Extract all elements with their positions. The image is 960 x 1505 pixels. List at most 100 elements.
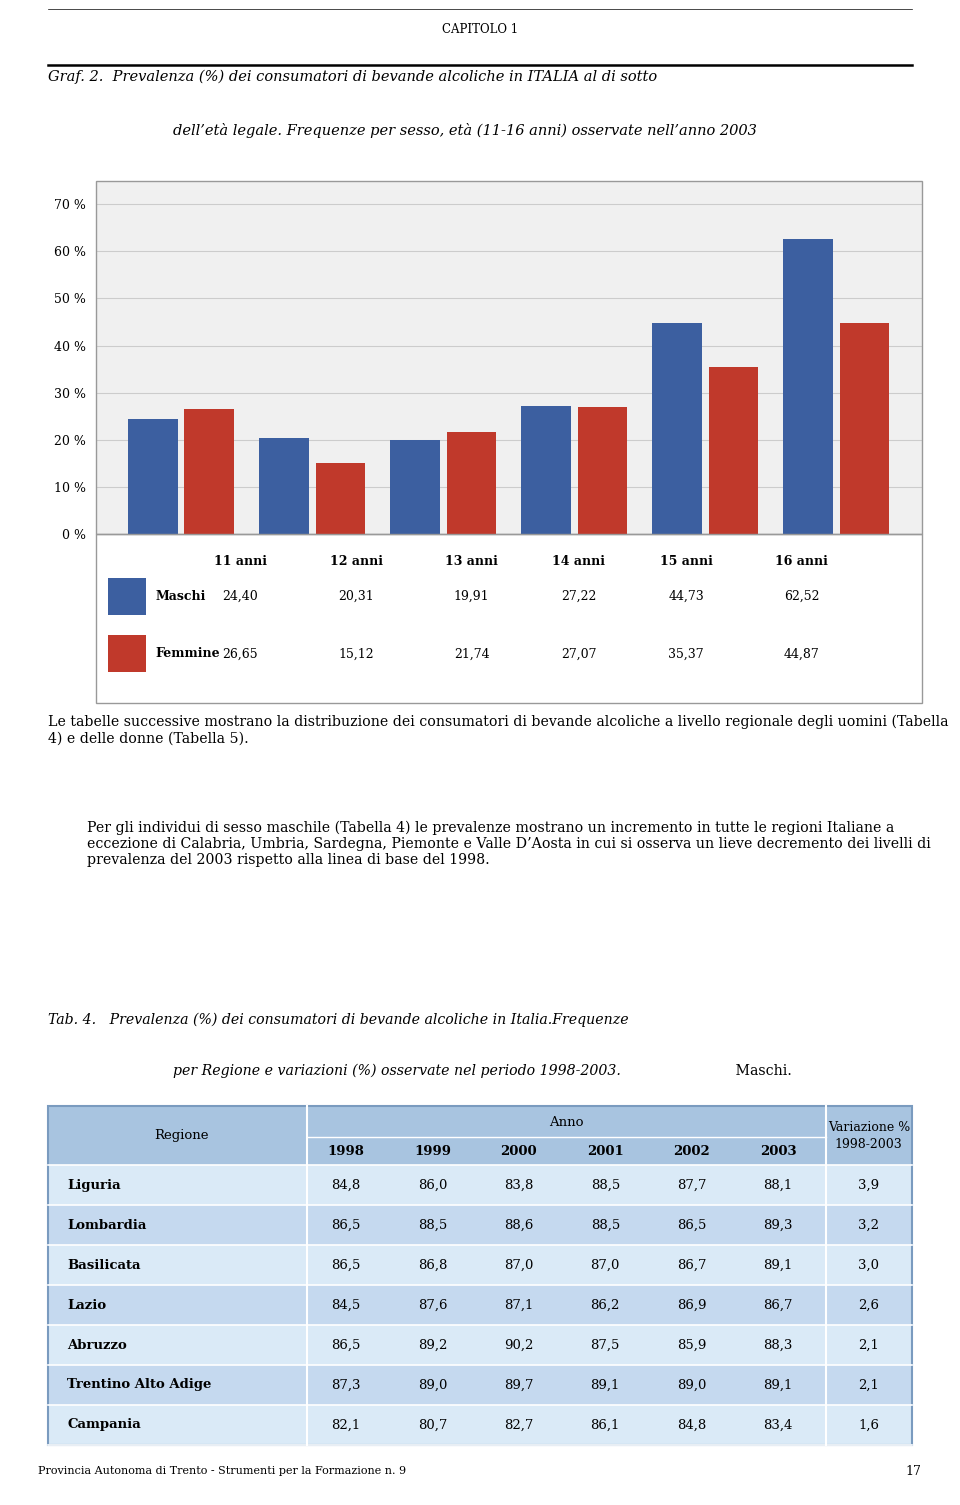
Text: Abruzzo: Abruzzo bbox=[67, 1338, 127, 1351]
Bar bbox=[48, 1206, 912, 1245]
Text: 90,2: 90,2 bbox=[504, 1338, 534, 1351]
Bar bbox=[259, 438, 309, 534]
Text: 86,0: 86,0 bbox=[418, 1178, 447, 1192]
Text: 11 anni: 11 anni bbox=[214, 554, 267, 567]
Text: Maschi: Maschi bbox=[156, 590, 205, 604]
Text: 83,8: 83,8 bbox=[504, 1178, 534, 1192]
Text: 15 anni: 15 anni bbox=[660, 554, 712, 567]
Bar bbox=[316, 464, 366, 534]
Text: Campania: Campania bbox=[67, 1418, 141, 1431]
Text: 89,3: 89,3 bbox=[763, 1219, 793, 1231]
Text: 19,91: 19,91 bbox=[454, 590, 490, 604]
Text: 1998: 1998 bbox=[327, 1145, 365, 1157]
Text: 84,8: 84,8 bbox=[331, 1178, 361, 1192]
Text: 3,9: 3,9 bbox=[858, 1178, 879, 1192]
Text: dell’età legale. Frequenze per sesso, età (11-16 anni) osservate nell’anno 2003: dell’età legale. Frequenze per sesso, et… bbox=[173, 122, 757, 137]
Text: 21,74: 21,74 bbox=[454, 647, 490, 661]
Text: 86,5: 86,5 bbox=[331, 1219, 361, 1231]
Bar bbox=[48, 1245, 912, 1285]
Text: 3,0: 3,0 bbox=[858, 1258, 879, 1272]
Text: 85,9: 85,9 bbox=[677, 1338, 707, 1351]
Text: 87,7: 87,7 bbox=[677, 1178, 707, 1192]
Text: 12 anni: 12 anni bbox=[329, 554, 383, 567]
Bar bbox=[48, 1106, 912, 1165]
Text: 86,5: 86,5 bbox=[331, 1338, 361, 1351]
Text: Lazio: Lazio bbox=[67, 1299, 107, 1312]
Text: 86,9: 86,9 bbox=[677, 1299, 707, 1312]
Bar bbox=[578, 406, 628, 534]
Bar bbox=[48, 1324, 912, 1365]
Bar bbox=[48, 1165, 912, 1206]
Text: 1999: 1999 bbox=[414, 1145, 451, 1157]
Text: Trentino Alto Adige: Trentino Alto Adige bbox=[67, 1379, 211, 1392]
Text: Liguria: Liguria bbox=[67, 1178, 121, 1192]
Text: 62,52: 62,52 bbox=[784, 590, 820, 604]
Bar bbox=[108, 635, 146, 673]
Bar bbox=[390, 441, 440, 534]
Text: per Regione e variazioni (%) osservate nel periodo 1998-2003.: per Regione e variazioni (%) osservate n… bbox=[173, 1064, 621, 1078]
Text: Basilicata: Basilicata bbox=[67, 1258, 140, 1272]
Text: 88,6: 88,6 bbox=[504, 1219, 534, 1231]
Text: 15,12: 15,12 bbox=[338, 647, 373, 661]
Text: Tab. 4.   Prevalenza (%) dei consumatori di bevande alcoliche in Italia.Frequenz: Tab. 4. Prevalenza (%) dei consumatori d… bbox=[48, 1013, 629, 1026]
Text: Graf. 2.  Prevalenza (%) dei consumatori di bevande alcoliche in ITALIA al di so: Graf. 2. Prevalenza (%) dei consumatori … bbox=[48, 69, 658, 84]
Text: 24,40: 24,40 bbox=[223, 590, 258, 604]
Text: 82,1: 82,1 bbox=[331, 1418, 361, 1431]
Text: 88,1: 88,1 bbox=[763, 1178, 793, 1192]
Bar bbox=[108, 578, 146, 616]
Bar bbox=[48, 1285, 912, 1324]
Text: 27,22: 27,22 bbox=[562, 590, 597, 604]
Text: 86,7: 86,7 bbox=[763, 1299, 793, 1312]
Text: Variazione %
1998-2003: Variazione % 1998-2003 bbox=[828, 1121, 910, 1151]
Text: 83,4: 83,4 bbox=[763, 1418, 793, 1431]
Text: 17: 17 bbox=[905, 1464, 922, 1478]
Text: 87,6: 87,6 bbox=[418, 1299, 447, 1312]
Text: Maschi.: Maschi. bbox=[731, 1064, 791, 1078]
Bar bbox=[184, 408, 234, 534]
Text: 26,65: 26,65 bbox=[223, 647, 258, 661]
Text: Per gli individui di sesso maschile (Tabella 4) le prevalenze mostrano un increm: Per gli individui di sesso maschile (Tab… bbox=[86, 820, 930, 867]
Text: 88,5: 88,5 bbox=[418, 1219, 447, 1231]
Text: 82,7: 82,7 bbox=[504, 1418, 534, 1431]
Text: Le tabelle successive mostrano la distribuzione dei consumatori di bevande alcol: Le tabelle successive mostrano la distri… bbox=[48, 715, 948, 745]
Bar bbox=[48, 1365, 912, 1404]
Text: 35,37: 35,37 bbox=[668, 647, 704, 661]
Bar bbox=[783, 239, 833, 534]
Text: 16 anni: 16 anni bbox=[776, 554, 828, 567]
Text: 2,1: 2,1 bbox=[858, 1379, 879, 1392]
Text: 86,8: 86,8 bbox=[418, 1258, 447, 1272]
Text: 2000: 2000 bbox=[500, 1145, 538, 1157]
Bar bbox=[840, 322, 890, 534]
Text: 89,1: 89,1 bbox=[763, 1379, 793, 1392]
Text: 88,5: 88,5 bbox=[590, 1219, 620, 1231]
Bar bbox=[521, 406, 571, 534]
Text: Anno: Anno bbox=[549, 1115, 584, 1129]
Text: 3,2: 3,2 bbox=[858, 1219, 879, 1231]
Text: 14 anni: 14 anni bbox=[552, 554, 606, 567]
Text: Provincia Autonoma di Trento - Strumenti per la Formazione n. 9: Provincia Autonoma di Trento - Strumenti… bbox=[38, 1466, 406, 1476]
Text: 1,6: 1,6 bbox=[858, 1418, 879, 1431]
Text: 2,1: 2,1 bbox=[858, 1338, 879, 1351]
Text: 86,2: 86,2 bbox=[590, 1299, 620, 1312]
Text: 86,1: 86,1 bbox=[590, 1418, 620, 1431]
Text: 87,0: 87,0 bbox=[504, 1258, 534, 1272]
Text: Femmine: Femmine bbox=[156, 647, 220, 661]
Text: 87,1: 87,1 bbox=[504, 1299, 534, 1312]
Text: 13 anni: 13 anni bbox=[445, 554, 498, 567]
Text: 86,5: 86,5 bbox=[331, 1258, 361, 1272]
Text: 2002: 2002 bbox=[673, 1145, 710, 1157]
Text: 86,7: 86,7 bbox=[677, 1258, 707, 1272]
Bar bbox=[652, 324, 702, 534]
Text: 88,5: 88,5 bbox=[590, 1178, 620, 1192]
Text: 88,3: 88,3 bbox=[763, 1338, 793, 1351]
Text: 87,3: 87,3 bbox=[331, 1379, 361, 1392]
Text: 20,31: 20,31 bbox=[338, 590, 374, 604]
Bar bbox=[48, 1404, 912, 1445]
Text: 89,2: 89,2 bbox=[418, 1338, 447, 1351]
Text: CAPITOLO 1: CAPITOLO 1 bbox=[442, 23, 518, 36]
Text: 84,8: 84,8 bbox=[677, 1418, 707, 1431]
Text: 80,7: 80,7 bbox=[418, 1418, 447, 1431]
Text: 89,7: 89,7 bbox=[504, 1379, 534, 1392]
Text: 2003: 2003 bbox=[759, 1145, 797, 1157]
Text: 89,1: 89,1 bbox=[590, 1379, 620, 1392]
